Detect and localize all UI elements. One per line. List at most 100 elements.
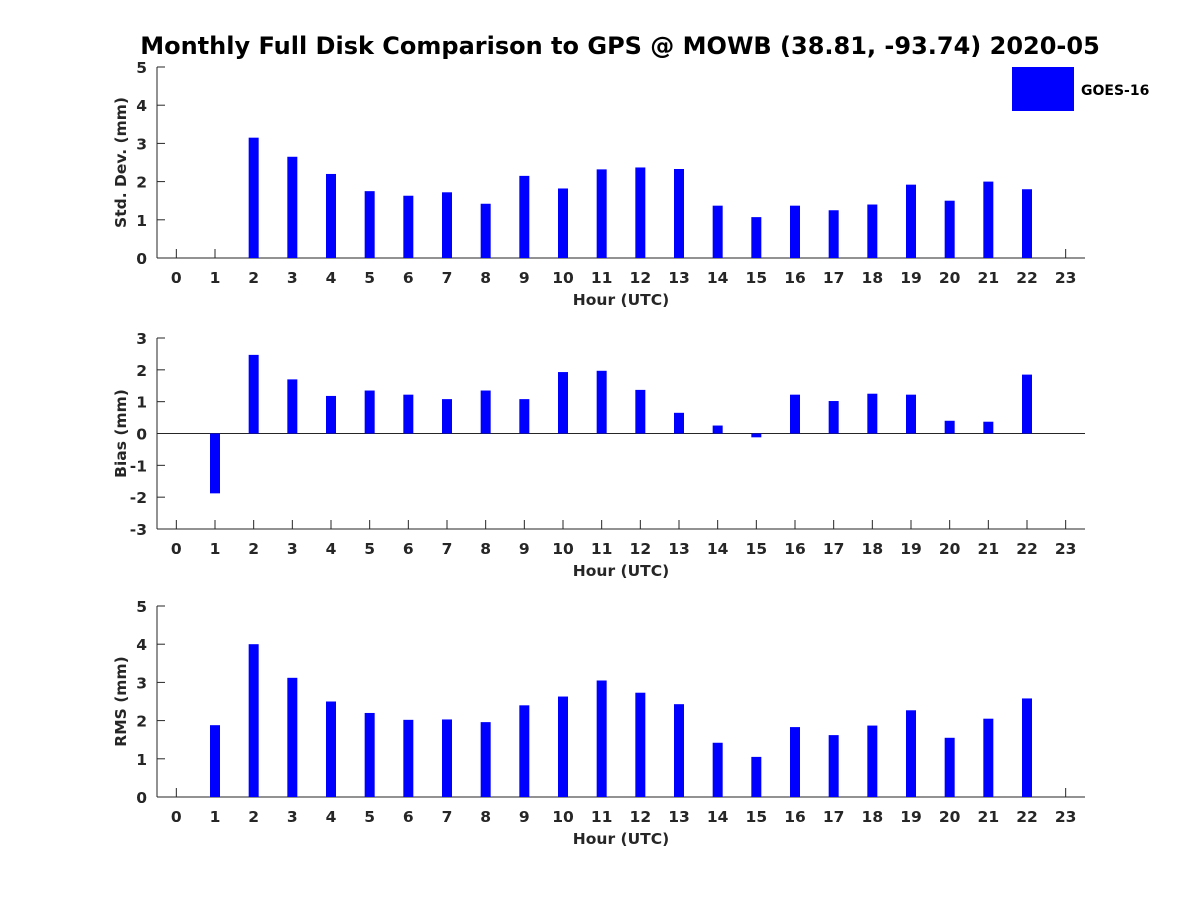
bar-rms-h20	[944, 737, 955, 797]
x-tick-label: 3	[287, 269, 298, 287]
bar-bias-h4	[326, 395, 336, 434]
bar-stddev-h7	[442, 192, 452, 258]
x-tick-label: 19	[900, 808, 922, 826]
x-tick-label: 17	[823, 269, 845, 287]
x-tick-label: 3	[287, 540, 298, 558]
x-tick-label: 22	[1016, 540, 1038, 558]
legend-label-goes16: GOES-16	[1081, 83, 1149, 99]
y-tick-label: -3	[130, 521, 147, 539]
bar-rms-h7	[442, 719, 452, 797]
x-tick-label: 7	[442, 808, 453, 826]
x-tick-label: 1	[210, 269, 221, 287]
y-tick-label: 1	[136, 212, 147, 230]
bar-bias-h8	[480, 390, 491, 434]
bar-bias-h18	[867, 393, 878, 434]
x-tick-label: 18	[862, 269, 884, 287]
y-tick-label: 1	[136, 751, 147, 769]
x-tick-label: 7	[442, 269, 453, 287]
y-axis-label: RMS (mm)	[112, 656, 130, 746]
x-tick-label: 1	[210, 808, 221, 826]
y-tick-label: 0	[136, 789, 147, 807]
x-tick-label: 15	[746, 540, 768, 558]
bar-rms-h9	[519, 705, 530, 797]
x-tick-label: 2	[248, 269, 259, 287]
x-tick-label: 20	[939, 540, 961, 558]
x-tick-label: 4	[326, 540, 337, 558]
x-tick-label: 22	[1016, 269, 1038, 287]
x-tick-label: 13	[668, 540, 690, 558]
x-tick-label: 9	[519, 540, 530, 558]
x-tick-label: 23	[1055, 808, 1077, 826]
x-tick-label: 21	[978, 269, 1000, 287]
y-tick-label: -1	[130, 457, 147, 475]
y-tick-label: 2	[136, 362, 147, 380]
bar-rms-h17	[828, 735, 839, 797]
x-tick-label: 2	[248, 808, 259, 826]
x-tick-label: 4	[326, 808, 337, 826]
x-tick-label: 14	[707, 269, 729, 287]
x-tick-label: 20	[939, 269, 961, 287]
y-tick-label: 5	[136, 59, 147, 77]
bar-rms-h6	[403, 719, 414, 797]
bar-bias-h5	[364, 390, 375, 434]
x-tick-label: 6	[403, 269, 414, 287]
x-tick-label: 11	[591, 540, 613, 558]
bar-stddev-h19	[906, 184, 916, 258]
x-tick-label: 16	[784, 540, 806, 558]
x-tick-label: 8	[480, 540, 491, 558]
x-tick-label: 19	[900, 540, 922, 558]
x-tick-label: 19	[900, 269, 922, 287]
bar-bias-h12	[635, 389, 646, 434]
bar-rms-h22	[1022, 698, 1032, 797]
x-tick-label: 11	[591, 808, 613, 826]
x-tick-label: 23	[1055, 540, 1077, 558]
bar-stddev-h12	[635, 167, 646, 258]
y-tick-label: 3	[136, 135, 147, 153]
y-tick-label: 2	[136, 713, 147, 731]
bar-bias-h11	[596, 370, 607, 434]
x-tick-label: 23	[1055, 269, 1077, 287]
bar-rms-h19	[906, 710, 916, 797]
y-tick-label: 2	[136, 174, 147, 192]
bar-stddev-h8	[480, 203, 491, 258]
y-axis-label: Bias (mm)	[112, 389, 130, 478]
x-tick-label: 10	[552, 540, 574, 558]
x-tick-label: 12	[630, 269, 652, 287]
x-tick-label: 14	[707, 808, 729, 826]
bar-rms-h14	[712, 742, 723, 797]
x-tick-label: 4	[326, 269, 337, 287]
bar-rms-h5	[364, 712, 375, 797]
bar-stddev-h6	[403, 195, 414, 258]
x-tick-label: 13	[668, 269, 690, 287]
x-tick-label: 0	[171, 808, 182, 826]
x-tick-label: 18	[862, 540, 884, 558]
bar-stddev-h21	[983, 181, 994, 258]
bar-stddev-h5	[364, 191, 375, 258]
bar-stddev-h16	[790, 205, 800, 258]
bar-rms-h8	[480, 722, 491, 797]
bar-bias-h21	[983, 421, 994, 434]
bar-rms-h4	[326, 701, 336, 797]
x-tick-label: 13	[668, 808, 690, 826]
x-tick-label: 8	[480, 269, 491, 287]
bar-rms-h18	[867, 725, 878, 797]
x-tick-label: 15	[746, 269, 768, 287]
y-axis-label: Std. Dev. (mm)	[112, 97, 130, 228]
bar-stddev-h14	[712, 205, 723, 258]
bar-bias-h13	[674, 412, 684, 434]
x-tick-label: 0	[171, 269, 182, 287]
bar-rms-h2	[248, 644, 259, 797]
x-tick-label: 18	[862, 808, 884, 826]
bar-rms-h12	[635, 692, 646, 797]
y-tick-label: 4	[136, 97, 147, 115]
y-tick-label: 4	[136, 636, 147, 654]
x-tick-label: 6	[403, 540, 414, 558]
bar-rms-h16	[790, 727, 800, 797]
bar-stddev-h22	[1022, 189, 1032, 258]
bar-stddev-h17	[828, 210, 839, 258]
x-tick-label: 20	[939, 808, 961, 826]
bar-bias-h1	[210, 433, 220, 494]
x-tick-label: 12	[630, 808, 652, 826]
